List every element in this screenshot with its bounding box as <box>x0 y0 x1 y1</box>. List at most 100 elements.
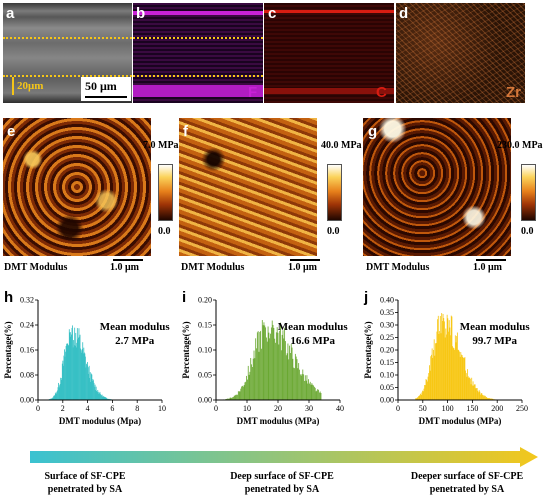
histogram-bar <box>226 398 228 400</box>
histogram-bar <box>276 327 278 400</box>
sem-cross-section-image: 20μm 50 μm <box>3 3 132 103</box>
histogram-bar <box>421 392 423 400</box>
colorbar-g <box>521 164 536 221</box>
y-tick-label: 0.00 <box>198 396 212 405</box>
histogram-bar <box>467 376 469 400</box>
histogram-bar <box>232 397 233 400</box>
histogram-bar <box>468 378 470 400</box>
histogram-bar <box>250 358 252 400</box>
histogram-bar <box>479 391 481 400</box>
histogram-bar <box>50 398 52 400</box>
histogram-bar <box>237 394 238 400</box>
histogram-bar <box>473 385 475 400</box>
histogram-bar <box>289 353 291 400</box>
scale-label-50: 50 μm <box>85 79 117 93</box>
histogram-bar <box>229 397 231 400</box>
y-tick-label: 0.16 <box>20 346 34 355</box>
histogram-bar <box>105 397 107 400</box>
histogram-bar <box>102 396 104 400</box>
histogram-bar <box>79 336 80 400</box>
histogram-bar <box>433 339 435 400</box>
histogram-bar <box>437 315 439 400</box>
x-tick-label: 4 <box>86 404 90 413</box>
histogram-bar <box>57 387 59 400</box>
histogram-bar <box>309 383 310 400</box>
histogram-bar <box>59 385 61 400</box>
y-tick-label: 0.40 <box>380 296 394 305</box>
y-tick-label: 0.24 <box>20 321 34 330</box>
histogram-bar <box>416 397 418 400</box>
histogram-bar <box>266 337 267 400</box>
histogram-bar <box>478 392 479 400</box>
histogram-bar <box>269 338 271 400</box>
histogram-bar <box>228 398 230 400</box>
histogram-bar <box>300 375 302 400</box>
histogram-bar <box>264 325 266 400</box>
histogram-bar <box>476 388 477 400</box>
histogram-bar <box>82 353 84 400</box>
mean-modulus-value: 99.7 MPa <box>472 335 517 347</box>
histogram-bar <box>106 398 108 400</box>
histogram-bar <box>230 397 232 400</box>
histogram-bar <box>306 375 308 400</box>
histogram-bar <box>86 365 88 400</box>
histogram-bar <box>96 391 98 400</box>
panel-letter-c: c <box>268 5 277 22</box>
histogram-bar <box>446 334 447 400</box>
histogram-bar <box>460 352 462 400</box>
histogram-bar <box>275 332 277 400</box>
histogram-bar <box>440 333 442 400</box>
histogram-bar <box>450 335 451 400</box>
histogram-bar <box>90 381 92 400</box>
y-tick-label: 0.20 <box>380 346 394 355</box>
stage-label-deeper: Deeper surface of SF-CPE penetrated by S… <box>410 471 524 495</box>
histogram-bar <box>320 392 322 400</box>
histogram-bar <box>301 374 303 400</box>
histogram-bar <box>471 377 473 400</box>
histogram-bar <box>316 390 318 400</box>
histogram-bar <box>108 398 110 400</box>
histogram-bar <box>94 386 95 400</box>
histogram-bar <box>427 376 429 400</box>
y-axis-label: Percentage(%) <box>181 321 191 378</box>
y-tick-label: 0.32 <box>20 296 34 305</box>
x-tick-label: 40 <box>336 404 344 413</box>
histogram-bar <box>434 355 436 400</box>
histogram-bar <box>464 357 466 400</box>
y-tick-label: 0.30 <box>380 321 394 330</box>
histogram-bar <box>295 356 297 400</box>
histogram-bar <box>104 397 106 400</box>
panel-letter-h: h <box>4 290 13 306</box>
histogram-bar <box>104 397 106 400</box>
histogram-bar <box>95 386 97 400</box>
histogram-bar <box>81 352 83 400</box>
histogram-bar <box>483 396 485 400</box>
histogram-bar <box>449 327 451 400</box>
x-tick-label: 2 <box>61 404 65 413</box>
histogram-bar <box>261 320 263 400</box>
histogram-bar <box>97 391 99 400</box>
histogram-bar <box>95 390 97 400</box>
histogram-bar <box>103 396 105 400</box>
histogram-bar <box>61 363 63 400</box>
histogram-bar <box>455 342 457 400</box>
y-tick-label: 0.10 <box>380 371 394 380</box>
histogram-bar <box>462 357 464 400</box>
histogram-bar <box>100 394 102 400</box>
progression-arrow <box>30 447 538 467</box>
x-tick-label: 30 <box>305 404 313 413</box>
histogram-bar <box>92 379 94 400</box>
x-tick-label: 6 <box>110 404 114 413</box>
histogram-bar <box>418 395 420 400</box>
histogram-bar <box>248 374 250 400</box>
colorbar-min-f: 0.0 <box>327 226 340 237</box>
histogram-bar <box>291 347 293 400</box>
stage-label-surface: Surface of SF-CPE penetrated by SA <box>44 471 126 495</box>
histogram-bar <box>288 359 290 400</box>
histogram-bar <box>469 377 471 400</box>
histogram-bar <box>70 336 72 400</box>
scale-label-g: 1.0 μm <box>473 262 502 273</box>
colorbar-min-e: 0.0 <box>158 226 171 237</box>
histogram-bar <box>281 334 283 400</box>
histogram-bar <box>263 322 265 400</box>
